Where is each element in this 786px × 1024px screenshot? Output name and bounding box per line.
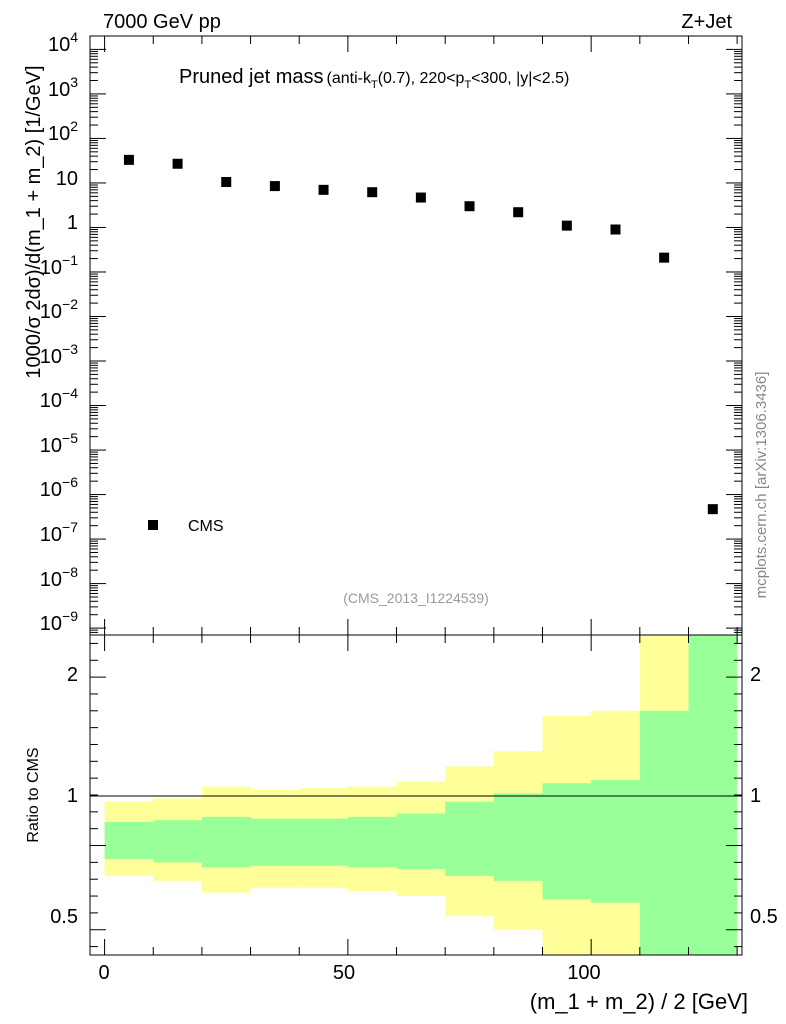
main-panel: 10−9 10−8 10−7 10−6 10−5 10−4 10−3 10−2 … bbox=[23, 29, 743, 636]
data-point-cms bbox=[513, 207, 524, 218]
legend-label-cms: CMS bbox=[188, 518, 224, 535]
data-point-cms bbox=[318, 184, 329, 195]
data-point-cms bbox=[561, 220, 572, 231]
data-point-cms bbox=[172, 158, 183, 169]
data-point-cms bbox=[610, 224, 621, 235]
uncertainty-band-inner bbox=[688, 635, 738, 955]
ratio-panel: 0.5 1 2 0.5 1 2 Ratio to CMS 0 50 100 (m… bbox=[25, 634, 778, 1014]
uncertainty-band-inner bbox=[591, 779, 640, 903]
data-point-cms bbox=[415, 192, 426, 203]
energy-label: 7000 GeV pp bbox=[103, 11, 221, 33]
x-tick-label-100: 100 bbox=[567, 962, 600, 984]
data-point-cms bbox=[269, 181, 280, 192]
uncertainty-band-inner bbox=[299, 818, 348, 866]
uncertainty-band-inner bbox=[639, 710, 689, 955]
data-point-cms bbox=[464, 201, 475, 212]
ratio-y-tick-label-0.5: 0.5 bbox=[50, 906, 78, 928]
y-tick-label-1e-3: 10−3 bbox=[40, 341, 78, 368]
uncertainty-band-inner bbox=[493, 793, 543, 881]
ratio-y-tick-label-right-0.5: 0.5 bbox=[750, 906, 778, 928]
y-tick-label-1: 1 bbox=[67, 212, 78, 234]
ratio-y-tick-label-right-1: 1 bbox=[750, 785, 761, 807]
data-point-cms bbox=[221, 177, 232, 188]
ratio-y-tick-label-right-2: 2 bbox=[750, 664, 761, 686]
y-tick-label-1e-8: 10−8 bbox=[40, 564, 78, 591]
legend-marker-cms bbox=[148, 520, 158, 530]
data-point-cms bbox=[707, 504, 718, 515]
ratio-ticks bbox=[90, 635, 742, 955]
y-tick-label-1e3: 103 bbox=[48, 74, 78, 101]
x-tick-label-50: 50 bbox=[333, 962, 355, 984]
main-title: Pruned jet mass (anti-kT(0.7), 220<pT<300… bbox=[179, 66, 569, 91]
data-point-cms bbox=[123, 154, 134, 165]
y-tick-label-10: 10 bbox=[56, 168, 78, 190]
uncertainty-band-inner bbox=[153, 820, 202, 863]
process-label: Z+Jet bbox=[681, 11, 732, 33]
y-tick-label-1e-1: 10−1 bbox=[40, 252, 78, 279]
x-axis-title: (m_1 + m_2) / 2 [GeV] bbox=[530, 989, 748, 1014]
y-tick-label-1e-2: 10−2 bbox=[40, 296, 78, 323]
ratio-y-tick-label-1: 1 bbox=[67, 785, 78, 807]
ratio-bands bbox=[104, 635, 738, 955]
data-point-cms bbox=[367, 187, 378, 198]
main-y-tick-labels: 10−9 10−8 10−7 10−6 10−5 10−4 10−3 10−2 … bbox=[40, 29, 78, 635]
ratio-y-tick-label-2: 2 bbox=[67, 664, 78, 686]
uncertainty-band-inner bbox=[445, 801, 494, 876]
ratio-y-axis-title: Ratio to CMS bbox=[25, 747, 42, 842]
y-tick-label-1e4: 104 bbox=[48, 29, 78, 56]
uncertainty-band-inner bbox=[201, 816, 251, 868]
main-y-ticks bbox=[90, 36, 742, 635]
main-frame bbox=[89, 35, 743, 636]
cms-data-series bbox=[123, 154, 718, 515]
y-tick-label-1e-4: 10−4 bbox=[40, 385, 78, 412]
data-point-cms bbox=[659, 252, 670, 263]
uncertainty-band-inner bbox=[347, 816, 397, 868]
y-tick-label-1e-7: 10−7 bbox=[40, 519, 78, 546]
uncertainty-band-inner bbox=[104, 821, 154, 859]
y-tick-label-1e-5: 10−5 bbox=[40, 430, 78, 457]
y-tick-label-1e-9: 10−9 bbox=[40, 608, 78, 635]
uncertainty-band-inner bbox=[250, 818, 300, 866]
y-tick-label-1e2: 102 bbox=[48, 118, 78, 145]
watermark: mcplots.cern.ch [arXiv:1306.3436] bbox=[753, 372, 770, 599]
uncertainty-band-inner bbox=[396, 813, 446, 870]
analysis-annotation: (CMS_2013_I1224539) bbox=[343, 590, 489, 606]
main-y-axis-title: 1000/σ 2dσ)/d(m_1 + m_2) [1/GeV] bbox=[23, 65, 45, 378]
y-tick-label-1e-6: 10−6 bbox=[40, 474, 78, 501]
uncertainty-band-inner bbox=[542, 783, 592, 900]
x-tick-label-0: 0 bbox=[98, 962, 109, 984]
